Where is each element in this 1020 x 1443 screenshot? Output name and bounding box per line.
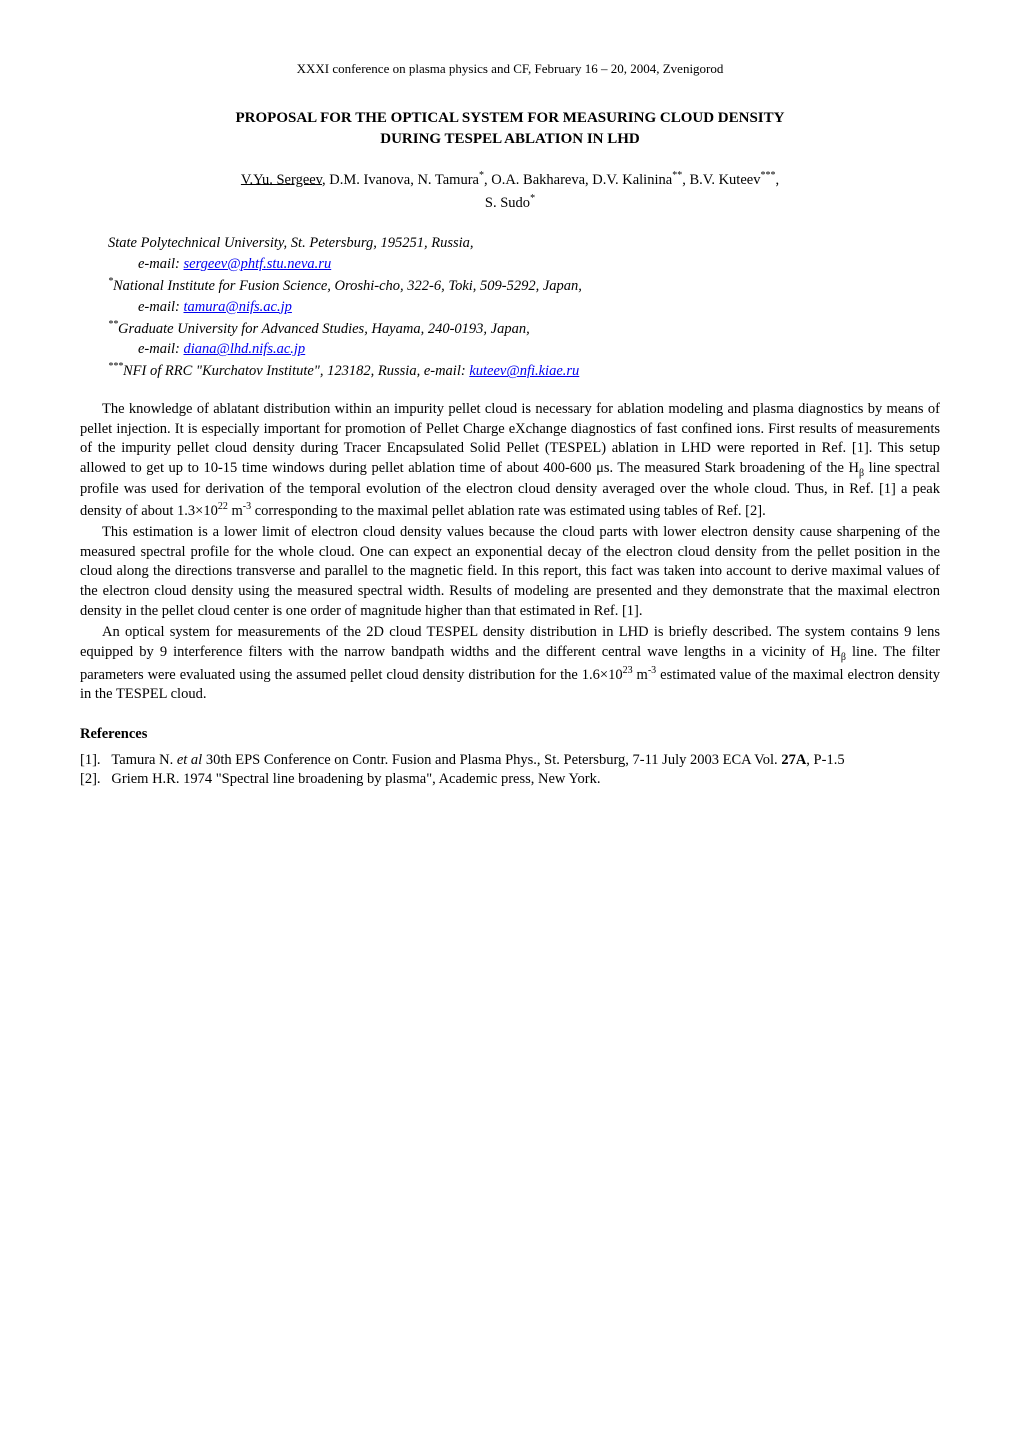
reference-item: [2]. Griem H.R. 1974 "Spectral line broa… [80, 770, 940, 790]
p1-sup: 22 [218, 501, 228, 512]
ref-pre: Tamura N. [111, 752, 176, 768]
conference-header: XXXI conference on plasma physics and CF… [80, 60, 940, 78]
author-sup: ** [672, 170, 682, 181]
affil-text: Graduate University for Advanced Studies… [118, 320, 530, 336]
affiliation: **Graduate University for Advanced Studi… [108, 318, 940, 340]
author-sup: *** [760, 170, 775, 181]
title-line-1: PROPOSAL FOR THE OPTICAL SYSTEM FOR MEAS… [236, 110, 785, 126]
affil-text: NFI of RRC "Kurchatov Institute", 123182… [123, 363, 469, 379]
author-seg: , B.V. Kuteev [682, 171, 760, 187]
paragraph-1: The knowledge of ablatant distribution w… [80, 400, 940, 521]
body-text: The knowledge of ablatant distribution w… [80, 400, 940, 705]
ref-text: Griem H.R. 1974 "Spectral line broadenin… [111, 771, 600, 787]
p1-sup: -3 [243, 501, 251, 512]
affiliation: State Polytechnical University, St. Pete… [108, 233, 940, 254]
affiliation-email: e-mail: tamura@nifs.ac.jp [108, 297, 940, 318]
email-link[interactable]: sergeev@phtf.stu.neva.ru [184, 256, 332, 272]
title-line-2: DURING TESPEL ABLATION IN LHD [380, 131, 640, 147]
authors-block: V.Yu. Sergeev, D.M. Ivanova, N. Tamura *,… [80, 168, 940, 215]
ref-num: [1]. [80, 752, 101, 768]
author-seg: , [775, 171, 779, 187]
affiliation: ***NFI of RRC "Kurchatov Institute", 123… [108, 360, 940, 382]
affiliation: *National Institute for Fusion Science, … [108, 275, 940, 297]
email-label: e-mail: [138, 299, 184, 315]
reference-item: [1]. Tamura N. et al 30th EPS Conference… [80, 751, 940, 771]
email-link[interactable]: kuteev@nfi.kiae.ru [469, 363, 579, 379]
ref-seg: 30th EPS Conference on Contr. Fusion and… [202, 752, 781, 768]
author-line2: S. Sudo [485, 195, 530, 211]
author-sup: * [530, 193, 535, 204]
paragraph-2: This estimation is a lower limit of elec… [80, 523, 940, 621]
paper-title: PROPOSAL FOR THE OPTICAL SYSTEM FOR MEAS… [80, 108, 940, 150]
affiliation-email: e-mail: sergeev@phtf.stu.neva.ru [108, 254, 940, 275]
references-list: [1]. Tamura N. et al 30th EPS Conference… [80, 751, 940, 790]
ref-bold: 27A [781, 752, 806, 768]
affil-sup: *** [108, 361, 123, 372]
p3-sup: -3 [648, 665, 656, 676]
p1-seg: m [228, 503, 243, 519]
affil-sup: ** [108, 319, 118, 330]
references-heading: References [80, 725, 940, 745]
p3-seg: m [633, 667, 648, 683]
ref-ital: et al [177, 752, 202, 768]
author-seg: , D.M. Ivanova, N. Tamura [322, 171, 479, 187]
p1-seg: The knowledge of ablatant distribution w… [80, 401, 940, 476]
email-label: e-mail: [138, 341, 184, 357]
affil-text: National Institute for Fusion Science, O… [113, 278, 582, 294]
p3-sup: 23 [623, 665, 633, 676]
p3-seg: An optical system for measurements of th… [80, 624, 940, 660]
p1-seg: corresponding to the maximal pellet abla… [251, 503, 766, 519]
affiliations-block: State Polytechnical University, St. Pete… [108, 233, 940, 383]
author-seg: , O.A. Bakhareva, D.V. Kalinina [484, 171, 672, 187]
ref-num: [2]. [80, 771, 101, 787]
ref-seg: , P-1.5 [806, 752, 844, 768]
email-link[interactable]: tamura@nifs.ac.jp [184, 299, 292, 315]
author-underlined: V.Yu. Sergeev [241, 171, 322, 187]
paragraph-3: An optical system for measurements of th… [80, 623, 940, 705]
affiliation-email: e-mail: diana@lhd.nifs.ac.jp [108, 339, 940, 360]
email-link[interactable]: diana@lhd.nifs.ac.jp [184, 341, 306, 357]
email-label: e-mail: [138, 256, 184, 272]
